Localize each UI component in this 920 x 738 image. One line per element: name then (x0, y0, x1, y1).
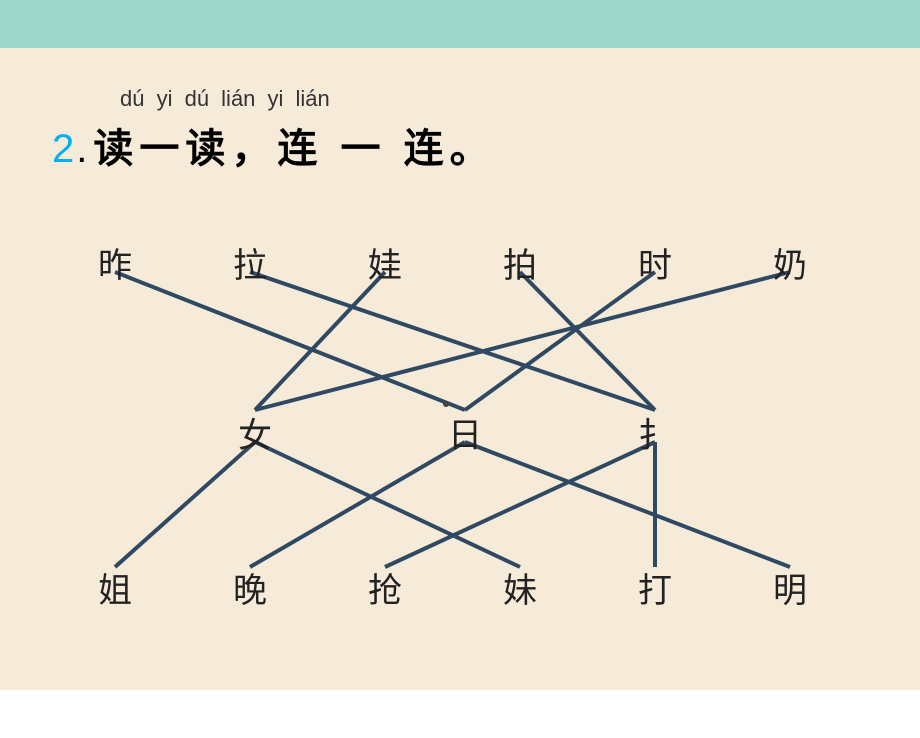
connection-line (465, 272, 655, 410)
connection-line (255, 272, 790, 410)
top-row-char: 拉 (230, 238, 270, 287)
center-dot (443, 401, 449, 407)
connection-line (385, 442, 655, 567)
connection-line (255, 442, 520, 567)
connection-line (250, 442, 465, 567)
main-area: dú yi dú lián yi lián 2 . 读一读，连 一 连。 昨 拉 娃… (0, 48, 920, 690)
bot-row-char: 妹 (500, 563, 540, 612)
connection-line (520, 272, 655, 410)
connection-line (465, 442, 790, 567)
top-row-char: 时 (635, 238, 675, 287)
bot-row-char: 姐 (95, 563, 135, 612)
heading-number: 2 (52, 127, 74, 172)
top-row-char: 奶 (770, 238, 810, 287)
heading: 2 . 读一读，连 一 连。 (52, 116, 496, 174)
bot-row-char: 打 (635, 563, 675, 612)
bot-row-char: 明 (770, 563, 810, 612)
connection-line (255, 272, 385, 410)
mid-row-char: 女 (235, 408, 275, 457)
top-row-char: 昨 (95, 238, 135, 287)
heading-pinyin: dú yi dú lián yi lián (120, 86, 330, 112)
top-row-char: 拍 (500, 238, 540, 287)
connection-line (115, 272, 465, 410)
mid-row-char: 扌 (635, 408, 675, 457)
heading-dot: . (76, 127, 87, 172)
connection-line (115, 442, 255, 567)
bot-row-char: 晚 (230, 563, 270, 612)
bot-row-char: 抢 (365, 563, 405, 612)
connection-line (250, 272, 655, 410)
heading-text: 读一读，连 一 连。 (93, 116, 495, 174)
top-bar (0, 0, 920, 48)
mid-row-char: 日 (445, 408, 485, 457)
top-row-char: 娃 (365, 238, 405, 287)
